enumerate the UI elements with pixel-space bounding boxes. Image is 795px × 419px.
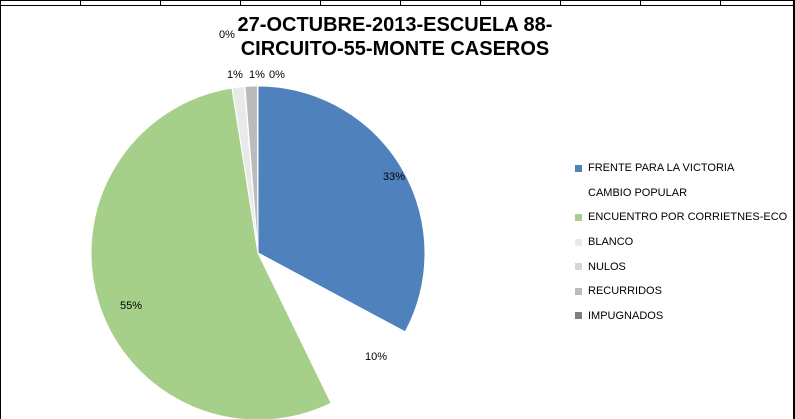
legend-label: RECURRIDOS [588,285,662,298]
cell-divider [320,0,321,6]
pie-slice-cambio-popular [256,251,406,404]
pie-slice-frente-para-la-victoria [257,85,426,333]
legend-swatch [575,164,582,172]
pie-data-label: 1% [249,69,265,81]
legend-swatch [575,189,582,196]
cell-divider [640,0,641,6]
legend-item: RECURRIDOS [575,279,787,304]
legend-item: ENCUENTRO POR CORRIETNES-ECO [575,205,787,230]
chart-title-line-2: CIRCUITO-55-MONTE CASEROS [240,38,550,60]
cell-divider [480,0,481,6]
legend-label: IMPUGNADOS [588,309,664,322]
legend-label: ENCUENTRO POR CORRIETNES-ECO [588,211,788,224]
legend-swatch [575,263,582,271]
pie-data-label: 55% [120,300,142,312]
pie-data-label: 10% [365,351,387,363]
legend-swatch [575,287,582,295]
cell-divider [80,0,81,6]
pie-data-label: 1% [227,69,243,81]
legend-label: NULOS [588,260,626,273]
cell-divider [400,0,401,6]
chart-title-line-1: 27-OCTUBRE-2013-ESCUELA 88- [237,14,553,36]
pie-data-label: 33% [383,171,405,183]
pie-data-label: 0% [219,29,235,41]
legend-label: BLANCO [588,236,634,249]
pie-slice-encuentro-por-corrietnes-eco [90,87,332,419]
spreadsheet-cell-row [0,0,795,6]
pie-slice-impugnados [256,85,259,254]
cell-divider [160,0,161,6]
legend-swatch [575,213,582,221]
pie-data-label: 0% [269,69,285,81]
legend-label: FRENTE PARA LA VICTORIA [588,162,735,175]
legend-label: CAMBIO POPULAR [588,186,688,199]
legend-swatch [575,312,582,320]
cell-divider [720,0,721,6]
legend-item: NULOS [575,254,787,279]
pie-slices [90,85,426,419]
cell-divider [240,0,241,6]
legend-swatch [575,238,582,246]
pie-data-labels: 33% 10% 55% 1% 0% 1% 0% [120,29,405,363]
legend-item: CAMBIO POPULAR [575,181,787,206]
legend-item: BLANCO [575,230,787,255]
cell-divider [560,0,561,6]
legend-item: FRENTE PARA LA VICTORIA [575,156,787,181]
chart-legend: FRENTE PARA LA VICTORIA CAMBIO POPULAR ENC… [575,156,787,328]
legend-item: IMPUGNADOS [575,304,787,329]
